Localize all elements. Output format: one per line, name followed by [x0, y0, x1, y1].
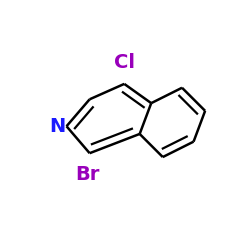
Text: Br: Br — [76, 165, 100, 184]
Text: N: N — [50, 117, 66, 136]
Text: Cl: Cl — [114, 53, 135, 72]
